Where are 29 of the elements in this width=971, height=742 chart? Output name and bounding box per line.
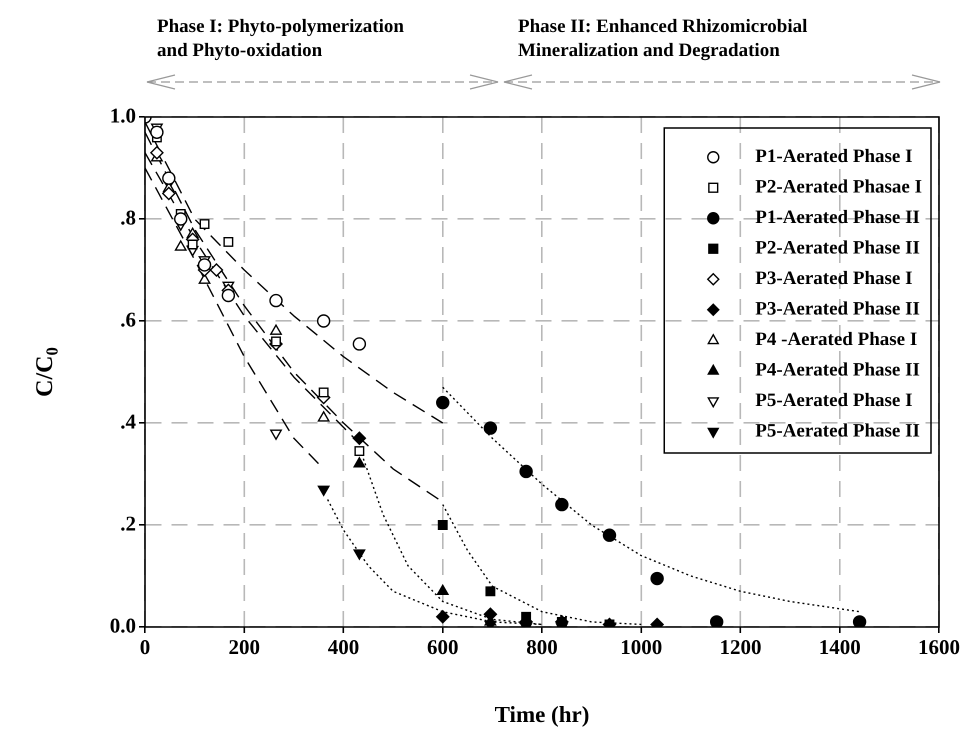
x-tick-label: 800	[526, 635, 558, 660]
y-tick-label: 0.0	[110, 613, 136, 638]
legend-label: P4-Aerated Phase II	[755, 360, 920, 381]
y-tick-label: .2	[120, 511, 136, 536]
legend-label: P1-Aerated Phase I	[755, 146, 913, 168]
legend-label: P5-Aerated Phase I	[755, 390, 913, 412]
x-tick-label: 1200	[720, 635, 762, 660]
legend-label: P4 -Aerated Phase I	[755, 329, 918, 350]
legend-label: P5-Aerated Phase II	[755, 420, 920, 442]
x-tick-label: 0	[140, 635, 150, 660]
legend-label: P3-Aerated Phase I	[755, 268, 913, 290]
y-tick-label: .4	[120, 409, 136, 434]
x-tick-label: 400	[328, 635, 360, 660]
legend-label: P3-Aerated Phase II	[755, 298, 920, 320]
text: Phase I: Phyto-polymerization and Phyto-oxidation	[157, 16, 404, 61]
x-tick-label: 1000	[620, 635, 662, 660]
x-axis-title: Time (hr)	[494, 702, 590, 728]
x-tick-label: 1600	[918, 635, 960, 660]
legend-label: P1-Aerated Phase II	[755, 207, 920, 228]
y-tick-label: .6	[120, 307, 136, 332]
y-tick-label: .8	[120, 205, 136, 230]
legend-label: P2-Aerated Phasae I	[755, 176, 922, 198]
x-tick-label: 200	[228, 635, 260, 660]
text: Phase II: Enhanced Rhizomicrobial Mineralization and Degradation	[518, 16, 808, 61]
legend-label: P2-Aerated Phase II	[755, 238, 920, 259]
x-tick-label: 1400	[818, 635, 861, 660]
y-axis-title: C/C0	[32, 347, 62, 397]
y-tick-label: 1.0	[110, 103, 136, 128]
x-tick-label: 600	[427, 635, 458, 660]
